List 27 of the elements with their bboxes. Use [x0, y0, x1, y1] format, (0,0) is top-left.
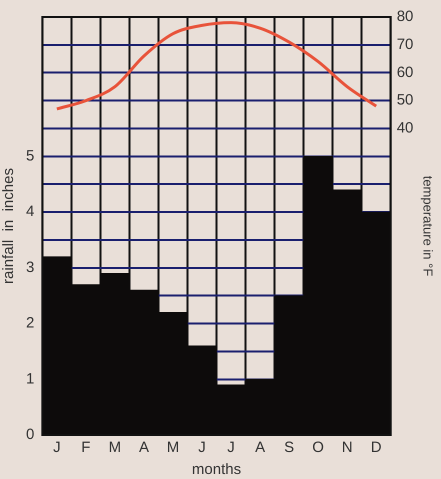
y-tick-label: 5 — [26, 147, 34, 164]
y-tick-label: 4 — [26, 203, 34, 220]
y2-tick-label: 60 — [396, 64, 414, 81]
y-tick-label: 0 — [26, 426, 34, 444]
x-tick-label: A — [138, 439, 149, 456]
y-tick-label: 1 — [26, 370, 34, 388]
x-tick-label: M — [166, 439, 180, 456]
y2-tick-label: 80 — [396, 8, 414, 26]
y2-tick-label: 40 — [396, 120, 414, 137]
y-tick-label: 2 — [26, 314, 34, 332]
x-tick-label: M — [108, 439, 122, 456]
x-tick-label: F — [81, 439, 90, 456]
x-tick-label: A — [255, 439, 266, 456]
x-tick-label: N — [342, 439, 353, 456]
y-tick-label: 3 — [26, 258, 34, 276]
x-tick-label: O — [312, 439, 324, 456]
y2-tick-label: 50 — [396, 92, 414, 109]
x-tick-label: S — [284, 439, 294, 456]
y2-tick-label: 70 — [396, 36, 414, 54]
x-tick-label: J — [198, 439, 206, 456]
y2-axis-title: temperature in °F — [420, 176, 436, 276]
x-tick-label: J — [53, 439, 61, 456]
y-axis-title: rainfall in inches — [0, 168, 18, 284]
x-tick-label: D — [370, 439, 382, 456]
x-axis-title: months — [192, 461, 242, 478]
line-series — [55, 21, 378, 110]
x-tick-label: J — [227, 439, 235, 456]
